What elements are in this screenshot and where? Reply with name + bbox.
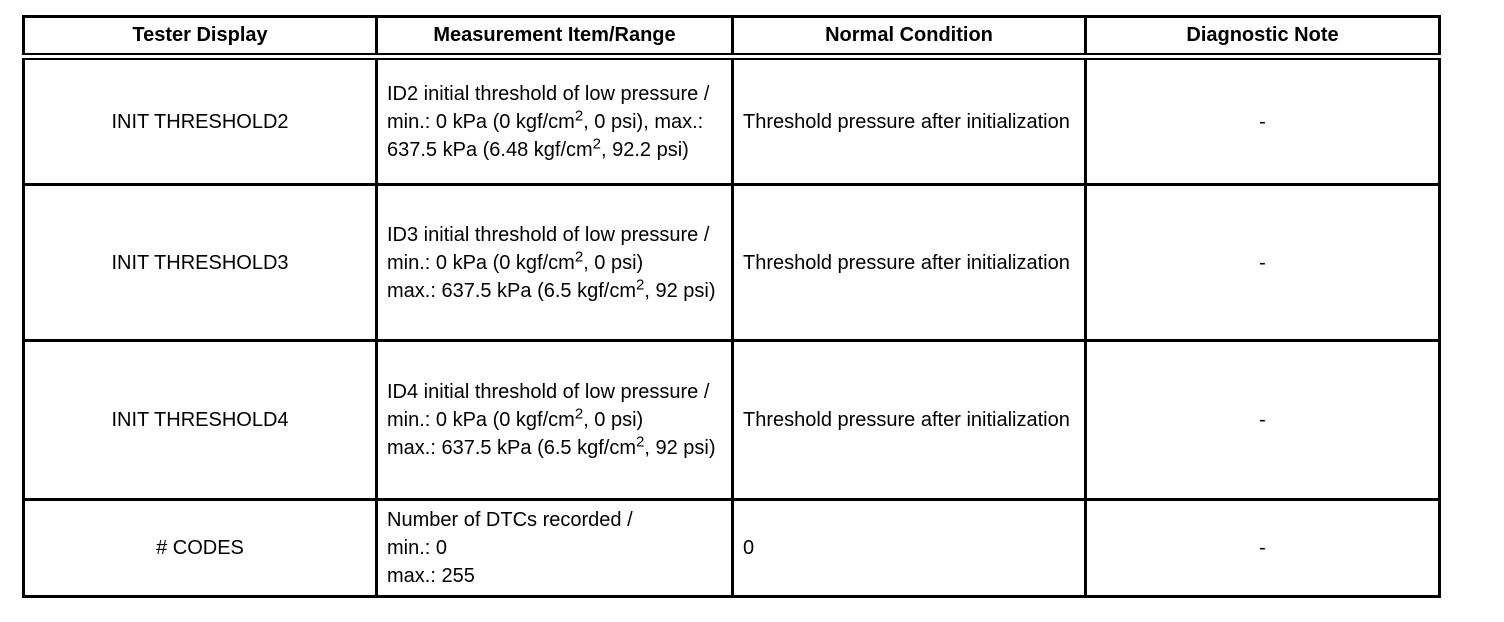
cell-normal-condition: Threshold pressure after initialization <box>731 55 1087 186</box>
superscript-2: 2 <box>592 134 602 152</box>
cell-measurement-item-range: ID4 initial threshold of low pressure / m… <box>375 339 734 501</box>
column-header-normal-condition: Normal Condition <box>731 15 1087 60</box>
measurement-line: max.: 637.5 kPa (6.5 kgf/cm2, 92 psi) <box>387 433 716 459</box>
data-table: Tester Display Measurement Item/Range No… <box>22 15 1441 598</box>
header-row: Tester Display Measurement Item/Range No… <box>22 15 1441 60</box>
cell-normal-condition: Threshold pressure after initialization <box>731 183 1087 342</box>
cell-measurement-item-range: Number of DTCs recorded / min.: 0 max.: 25… <box>375 498 734 598</box>
measurement-line: ID2 initial threshold of low pressure / … <box>387 82 710 161</box>
superscript-2: 2 <box>636 275 645 293</box>
superscript-2: 2 <box>574 106 584 124</box>
column-header-measurement-item-range: Measurement Item/Range <box>375 15 734 60</box>
table-row: INIT THRESHOLD3 ID3 initial threshold of … <box>22 183 1441 342</box>
superscript-2: 2 <box>574 247 584 265</box>
measurement-line: Number of DTCs recorded / <box>387 509 633 531</box>
measurement-line: min.: 0 <box>387 537 448 559</box>
measurement-line: max.: 255 <box>387 565 475 587</box>
cell-diagnostic-note: - <box>1084 183 1441 342</box>
superscript-2: 2 <box>574 405 584 423</box>
cell-tester-display: INIT THRESHOLD4 <box>22 339 378 501</box>
cell-normal-condition: 0 <box>731 498 1087 598</box>
cell-tester-display: INIT THRESHOLD3 <box>22 183 378 342</box>
table-row: # CODES Number of DTCs recorded / min.: 0 m… <box>22 498 1441 598</box>
cell-normal-condition: Threshold pressure after initialization <box>731 339 1087 501</box>
measurement-line: min.: 0 kPa (0 kgf/cm2, 0 psi) <box>387 247 644 274</box>
table-row: INIT THRESHOLD4 ID4 initial threshold of … <box>22 339 1441 501</box>
measurement-line: max.: 637.5 kPa (6.5 kgf/cm2, 92 psi) <box>387 275 716 302</box>
measurement-line: ID3 initial threshold of low pressure / <box>387 223 710 246</box>
cell-measurement-item-range: ID3 initial threshold of low pressure / m… <box>375 183 734 342</box>
cell-tester-display: INIT THRESHOLD2 <box>22 55 378 186</box>
cell-diagnostic-note: - <box>1084 498 1441 598</box>
measurement-line: min.: 0 kPa (0 kgf/cm2, 0 psi) <box>387 405 644 431</box>
cell-diagnostic-note: - <box>1084 55 1441 186</box>
cell-tester-display: # CODES <box>22 498 378 598</box>
cell-diagnostic-note: - <box>1084 339 1441 501</box>
cell-measurement-item-range: ID2 initial threshold of low pressure / … <box>375 55 734 186</box>
column-header-tester-display: Tester Display <box>22 15 378 60</box>
measurement-line: ID4 initial threshold of low pressure / <box>387 381 710 403</box>
superscript-2: 2 <box>636 433 645 451</box>
table-row: INIT THRESHOLD2 ID2 initial threshold of … <box>22 55 1441 186</box>
column-header-diagnostic-note: Diagnostic Note <box>1084 15 1441 60</box>
